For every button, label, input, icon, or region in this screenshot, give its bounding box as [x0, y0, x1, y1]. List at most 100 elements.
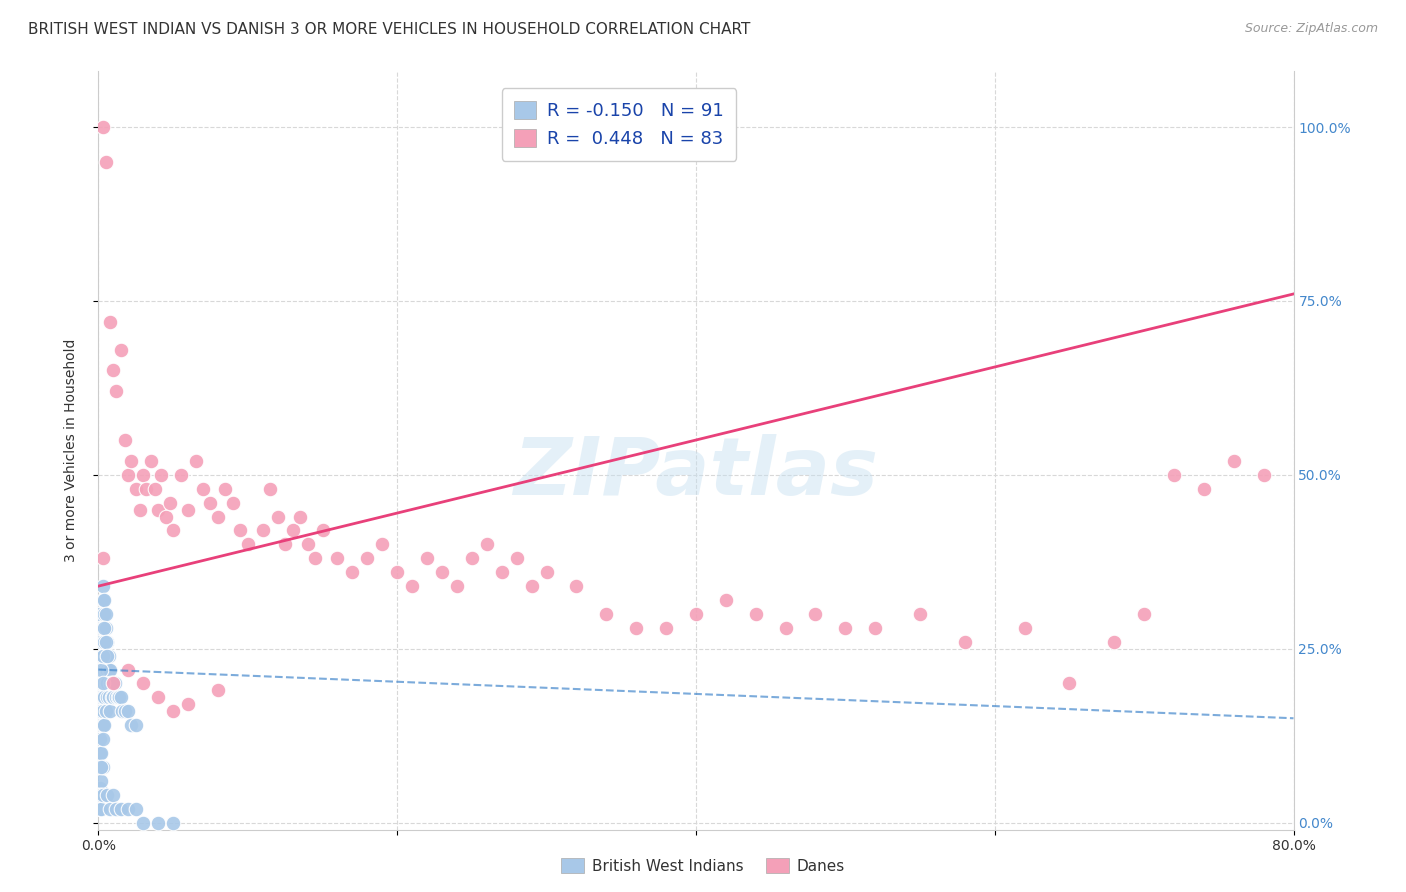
Point — [90, 621, 112, 635]
Point — [93, 607, 115, 621]
Point — [401, 579, 423, 593]
Legend: British West Indians, Danes: British West Indians, Danes — [555, 852, 851, 880]
Point — [1014, 621, 1036, 635]
Point — [148, 502, 170, 516]
Point — [159, 495, 181, 509]
Point — [91, 704, 114, 718]
Point — [91, 551, 114, 566]
Point — [125, 802, 148, 816]
Point — [117, 663, 139, 677]
Point — [162, 524, 184, 538]
Point — [132, 676, 155, 690]
Point — [267, 509, 290, 524]
Point — [90, 788, 112, 802]
Point — [91, 676, 114, 690]
Point — [304, 551, 326, 566]
Point — [114, 704, 136, 718]
Point — [89, 690, 111, 705]
Point — [114, 433, 136, 447]
Point — [229, 524, 252, 538]
Point — [162, 704, 184, 718]
Point — [148, 690, 170, 705]
Point — [97, 663, 120, 677]
Point — [89, 732, 111, 747]
Point — [94, 704, 117, 718]
Point — [98, 663, 122, 677]
Point — [98, 315, 122, 329]
Point — [125, 718, 148, 732]
Point — [96, 788, 118, 802]
Point — [461, 551, 484, 566]
Point — [91, 663, 114, 677]
Point — [655, 621, 678, 635]
Legend: R = -0.150   N = 91, R =  0.448   N = 83: R = -0.150 N = 91, R = 0.448 N = 83 — [502, 88, 737, 161]
Point — [775, 621, 797, 635]
Point — [89, 746, 111, 760]
Point — [125, 482, 148, 496]
Point — [103, 788, 125, 802]
Point — [565, 579, 588, 593]
Point — [89, 802, 111, 816]
Point — [89, 607, 111, 621]
Point — [1253, 467, 1275, 482]
Point — [804, 607, 827, 621]
Point — [177, 502, 200, 516]
Point — [132, 815, 155, 830]
Point — [430, 565, 453, 579]
Point — [96, 648, 118, 663]
Point — [98, 802, 122, 816]
Point — [117, 704, 139, 718]
Point — [105, 802, 128, 816]
Point — [90, 676, 112, 690]
Point — [110, 343, 132, 357]
Point — [120, 454, 142, 468]
Point — [97, 690, 120, 705]
Point — [1059, 676, 1081, 690]
Point — [120, 718, 142, 732]
Point — [101, 690, 124, 705]
Point — [236, 537, 259, 551]
Point — [135, 482, 157, 496]
Point — [834, 621, 856, 635]
Point — [475, 537, 498, 551]
Point — [93, 621, 115, 635]
Text: BRITISH WEST INDIAN VS DANISH 3 OR MORE VEHICLES IN HOUSEHOLD CORRELATION CHART: BRITISH WEST INDIAN VS DANISH 3 OR MORE … — [28, 22, 751, 37]
Point — [745, 607, 768, 621]
Point — [90, 663, 112, 677]
Point — [90, 690, 112, 705]
Point — [90, 746, 112, 760]
Point — [110, 802, 132, 816]
Point — [222, 495, 245, 509]
Point — [94, 634, 117, 648]
Point — [536, 565, 558, 579]
Point — [94, 676, 117, 690]
Point — [91, 621, 114, 635]
Point — [96, 634, 118, 648]
Point — [139, 454, 162, 468]
Point — [89, 663, 111, 677]
Point — [91, 593, 114, 607]
Point — [96, 663, 118, 677]
Point — [908, 607, 931, 621]
Point — [281, 524, 304, 538]
Point — [214, 482, 236, 496]
Point — [91, 120, 114, 134]
Point — [207, 683, 229, 698]
Point — [93, 718, 115, 732]
Point — [342, 565, 364, 579]
Point — [252, 524, 274, 538]
Point — [90, 802, 112, 816]
Point — [90, 634, 112, 648]
Point — [97, 648, 120, 663]
Point — [103, 676, 125, 690]
Point — [89, 704, 111, 718]
Point — [105, 384, 128, 399]
Point — [91, 676, 114, 690]
Point — [1104, 634, 1126, 648]
Point — [93, 634, 115, 648]
Point — [297, 537, 319, 551]
Point — [105, 690, 128, 705]
Point — [89, 760, 111, 774]
Point — [626, 621, 648, 635]
Point — [90, 663, 112, 677]
